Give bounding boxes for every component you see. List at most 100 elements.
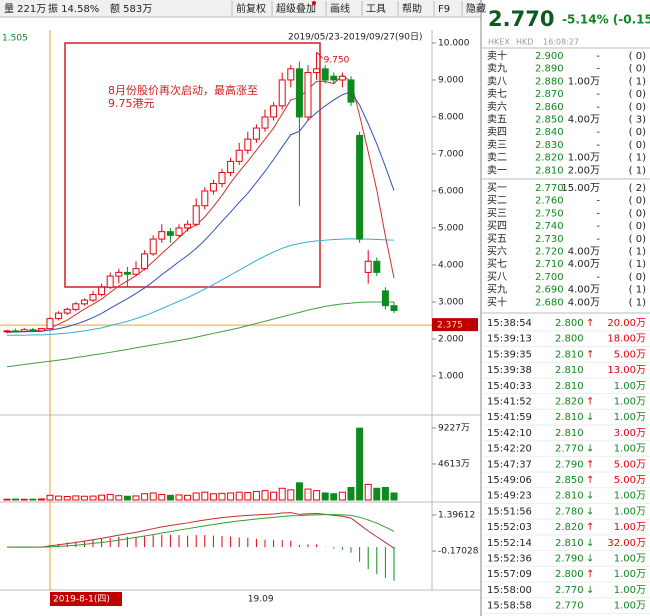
corner-label: 1.505 [2,34,28,44]
y-tick-label: 3.000 [438,297,464,307]
volume-bar [55,495,63,501]
trade-volume: 1.00万 [614,381,646,392]
y-tick-label: 10.000 [438,38,470,48]
trade-time: 15:49:23 [487,491,532,502]
book-price: 2.870 [535,89,564,100]
trade-time: 15:42:20 [487,444,532,455]
candle-body [175,227,183,236]
book-count: ( 0) [629,196,646,207]
trade-price: 2.810 [555,349,584,360]
trade-volume: 1.00万 [614,554,646,565]
book-label: 卖一 [487,164,507,176]
candle-body [123,271,131,275]
candle-body [37,328,45,332]
book-label: 买六 [487,246,507,258]
last-price: 2.770 [488,7,554,31]
y-tick-label: 9227万 [438,423,470,433]
book-count: ( 0) [629,51,646,62]
trade-time: 15:39:35 [487,349,532,360]
volume-bar [381,487,389,501]
trade-volume: 1.00万 [614,397,646,408]
trade-arrow: ↑ [586,475,594,486]
book-price: 2.730 [535,234,564,245]
book-price: 2.690 [535,285,564,296]
volume-bar [98,494,106,501]
trade-time: 15:39:38 [487,365,532,376]
candle-body [3,330,11,333]
trade-time: 15:58:58 [487,601,532,612]
trade-price: 2.810 [555,381,584,392]
book-label: 卖六 [487,101,507,113]
book-label: 买八 [487,271,507,283]
stat: 额 583万 [110,2,152,15]
toolbar-button[interactable]: 帮助 [402,2,422,15]
trade-time: 15:38:54 [487,318,532,329]
volume-bar [304,488,312,501]
book-volume: 1.00万 [568,153,600,164]
peak-marker [316,51,323,59]
last-price-label: 2.375 [437,321,463,331]
candle-body [287,68,295,81]
stat: 振 14.58% [48,2,99,15]
book-count: ( 0) [629,89,646,100]
candle-body [29,329,37,332]
candle-body [227,160,235,173]
candle-body [201,190,209,207]
y-tick-label: 5.000 [438,223,464,233]
line [6,91,395,333]
line [7,514,395,548]
volume-bar [321,492,329,501]
toolbar-button[interactable]: 前复权 [236,2,266,15]
badge [312,1,316,5]
trade-price: 2.850 [555,475,584,486]
trade-time: 15:47:37 [487,459,532,470]
book-price: 2.880 [535,76,564,87]
annotation: 9.75港元 [108,97,155,110]
book-price: 2.710 [535,259,564,270]
book-price: 2.700 [535,272,564,283]
volume-bar [295,482,303,501]
toolbar-button[interactable]: 隐藏 [466,3,486,15]
volume-bar [158,494,166,501]
volume-bar [261,490,269,501]
toolbar-button[interactable]: 工具 [366,3,386,15]
trade-arrow: ↓ [586,491,594,502]
book-label: 买一 [487,182,507,194]
trade-volume: 1.00万 [614,601,646,612]
toolbar-button[interactable]: 画线 [330,2,350,15]
volume-bar [235,491,243,501]
trade-volume: 1.00万 [614,412,646,423]
volume-bar [313,490,321,501]
trade-price: 2.790 [555,459,584,470]
trade-time: 15:41:59 [487,412,532,423]
volume-bar [29,498,37,501]
candle-body [313,68,321,74]
candle-body [244,138,252,151]
book-price: 2.750 [535,208,564,219]
toolbar-button[interactable]: F9 [438,4,450,15]
book-price: 2.900 [535,51,564,62]
book-count: ( 1) [629,153,646,164]
book-label: 买五 [487,233,507,245]
volume-bar [356,427,364,501]
volume-bar [209,493,217,501]
volume-bar [227,492,235,501]
candle-body [89,294,97,301]
candle-body [373,260,381,273]
trade-volume: 1.00万 [614,522,646,533]
book-label: 买七 [487,258,507,270]
candle-body [338,75,346,81]
toolbar-button[interactable]: 超级叠加 [276,2,316,15]
book-price: 2.680 [535,297,564,308]
book-count: ( 0) [629,221,646,232]
book-label: 买十 [487,295,507,308]
book-count: ( 1) [629,76,646,87]
book-count: ( 1) [629,297,646,308]
volume-bar [141,493,149,501]
price-change: -5.14% (-0.150) [562,13,650,27]
volume-bar [330,493,338,501]
volume-bar [270,491,278,501]
trade-volume: 1.00万 [614,491,646,502]
book-count: ( 0) [629,234,646,245]
book-volume: - [596,208,600,219]
